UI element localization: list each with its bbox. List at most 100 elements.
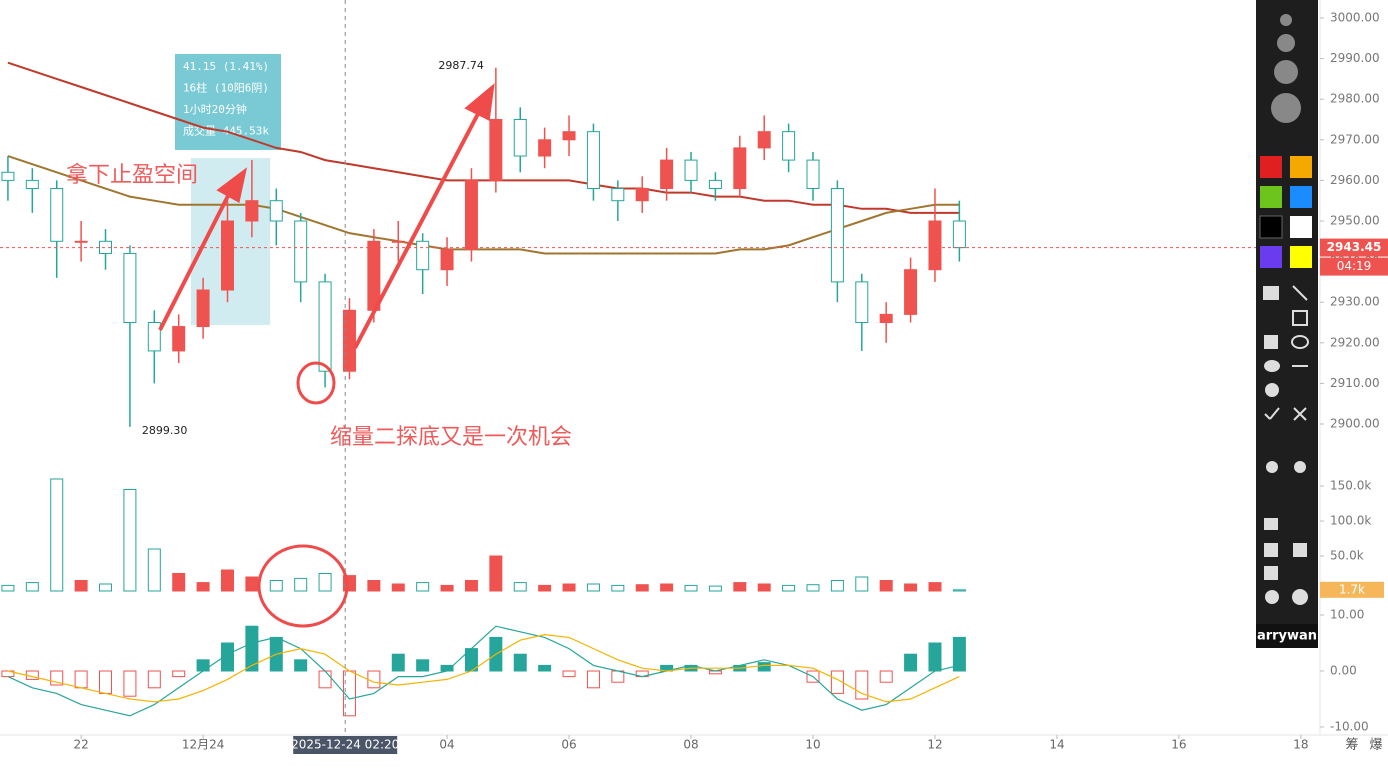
candle-body xyxy=(562,131,576,141)
macd-bar xyxy=(586,670,600,689)
candle-body xyxy=(196,289,210,328)
tool[interactable] xyxy=(1264,566,1278,580)
candle-body xyxy=(904,269,918,315)
tool[interactable] xyxy=(1292,589,1308,605)
volume-bar xyxy=(464,580,478,592)
candle-body xyxy=(294,220,308,283)
candle-body xyxy=(586,131,600,190)
candle-body xyxy=(391,240,405,243)
volume-bar xyxy=(684,584,698,592)
volume-bar xyxy=(25,582,39,592)
color-swatch[interactable] xyxy=(1259,215,1283,239)
candle-body xyxy=(952,220,966,249)
volume-bar xyxy=(806,584,820,592)
macd-bar xyxy=(611,670,625,683)
volume-bar xyxy=(708,585,722,592)
candle-body xyxy=(830,188,844,283)
x-tick-label: 14 xyxy=(1049,738,1064,752)
brush-size[interactable] xyxy=(1277,34,1295,52)
tool[interactable] xyxy=(1294,461,1306,473)
tool[interactable] xyxy=(1293,407,1307,421)
candle-body xyxy=(342,309,356,372)
candle-body xyxy=(1,171,15,181)
arrow xyxy=(158,187,234,331)
color-swatch[interactable] xyxy=(1290,216,1312,238)
macd-bar xyxy=(952,636,966,672)
candle-body xyxy=(757,131,771,149)
candle-body xyxy=(74,240,88,243)
tool[interactable] xyxy=(1293,543,1307,557)
tool[interactable] xyxy=(1264,360,1280,372)
macd-bar xyxy=(391,653,405,672)
color-swatch[interactable] xyxy=(1260,246,1282,268)
user-name: arrywan xyxy=(1257,629,1317,644)
tool-icons xyxy=(1263,286,1309,605)
candle-body xyxy=(855,281,869,323)
volume-bar xyxy=(635,584,649,592)
volume-bar xyxy=(904,583,918,592)
color-swatch[interactable] xyxy=(1260,156,1282,178)
macd-bar xyxy=(879,670,893,683)
low-label: 2899.30 xyxy=(142,424,188,437)
volume-bar xyxy=(611,584,625,592)
tool[interactable] xyxy=(1266,461,1278,473)
tool[interactable] xyxy=(1291,335,1309,349)
tool[interactable] xyxy=(1264,335,1278,349)
bottom-label[interactable]: 爆 xyxy=(1369,738,1382,753)
macd-bar xyxy=(147,670,161,689)
candle-body xyxy=(440,248,454,271)
macd-bar xyxy=(757,662,771,672)
tool[interactable] xyxy=(1264,518,1278,530)
candle-body xyxy=(635,188,649,202)
volume-bar xyxy=(294,577,308,592)
macd-bar xyxy=(513,653,527,672)
candle-body xyxy=(25,179,39,190)
volume-bar xyxy=(196,582,210,592)
tool[interactable] xyxy=(1265,590,1279,604)
volume-bar xyxy=(782,584,796,592)
x-tick-label: 10 xyxy=(805,738,820,752)
volume-bar xyxy=(220,569,234,592)
volume-bar xyxy=(830,580,844,592)
volume-bar xyxy=(562,583,576,592)
volume-bar xyxy=(1,584,15,592)
macd-bar xyxy=(318,670,332,689)
volume-bar xyxy=(416,582,430,592)
candle-body xyxy=(245,200,259,222)
tool[interactable] xyxy=(1263,286,1279,300)
volume-bar xyxy=(123,489,137,592)
candle-body xyxy=(147,321,161,352)
y-tick-label: 2930.00 xyxy=(1330,295,1380,309)
volume-bar xyxy=(367,580,381,592)
tool[interactable] xyxy=(1264,413,1271,420)
measure-label: 1小时20分钟 xyxy=(183,102,247,116)
macd-bar xyxy=(562,670,576,678)
volume-bar xyxy=(74,580,88,592)
brush-size[interactable] xyxy=(1280,14,1292,26)
color-swatch[interactable] xyxy=(1290,246,1312,268)
y-tick-label: 3000.00 xyxy=(1330,10,1380,24)
brush-size[interactable] xyxy=(1271,93,1301,123)
candle-body xyxy=(172,326,186,352)
macd-bar xyxy=(196,659,210,672)
bottom-label[interactable]: 筹 xyxy=(1345,737,1358,753)
macd-bar xyxy=(367,670,381,689)
volume-bar xyxy=(391,583,405,592)
brush-size[interactable] xyxy=(1274,60,1298,84)
tool[interactable] xyxy=(1264,543,1278,557)
x-tick-label: 22 xyxy=(73,738,88,752)
tool[interactable] xyxy=(1292,285,1308,301)
color-swatch[interactable] xyxy=(1290,156,1312,178)
volume-bar xyxy=(440,584,454,592)
arrow-head xyxy=(464,83,495,122)
candle-body xyxy=(806,159,820,190)
tool[interactable] xyxy=(1292,310,1308,326)
arrow xyxy=(353,109,482,349)
candle-body xyxy=(660,159,674,190)
color-swatch[interactable] xyxy=(1260,186,1282,208)
x-tick-label: 16 xyxy=(1171,738,1186,752)
tool[interactable] xyxy=(1265,383,1279,397)
x-tick-label: 06 xyxy=(561,738,576,752)
color-swatch[interactable] xyxy=(1290,186,1312,208)
tool[interactable] xyxy=(1269,407,1280,420)
